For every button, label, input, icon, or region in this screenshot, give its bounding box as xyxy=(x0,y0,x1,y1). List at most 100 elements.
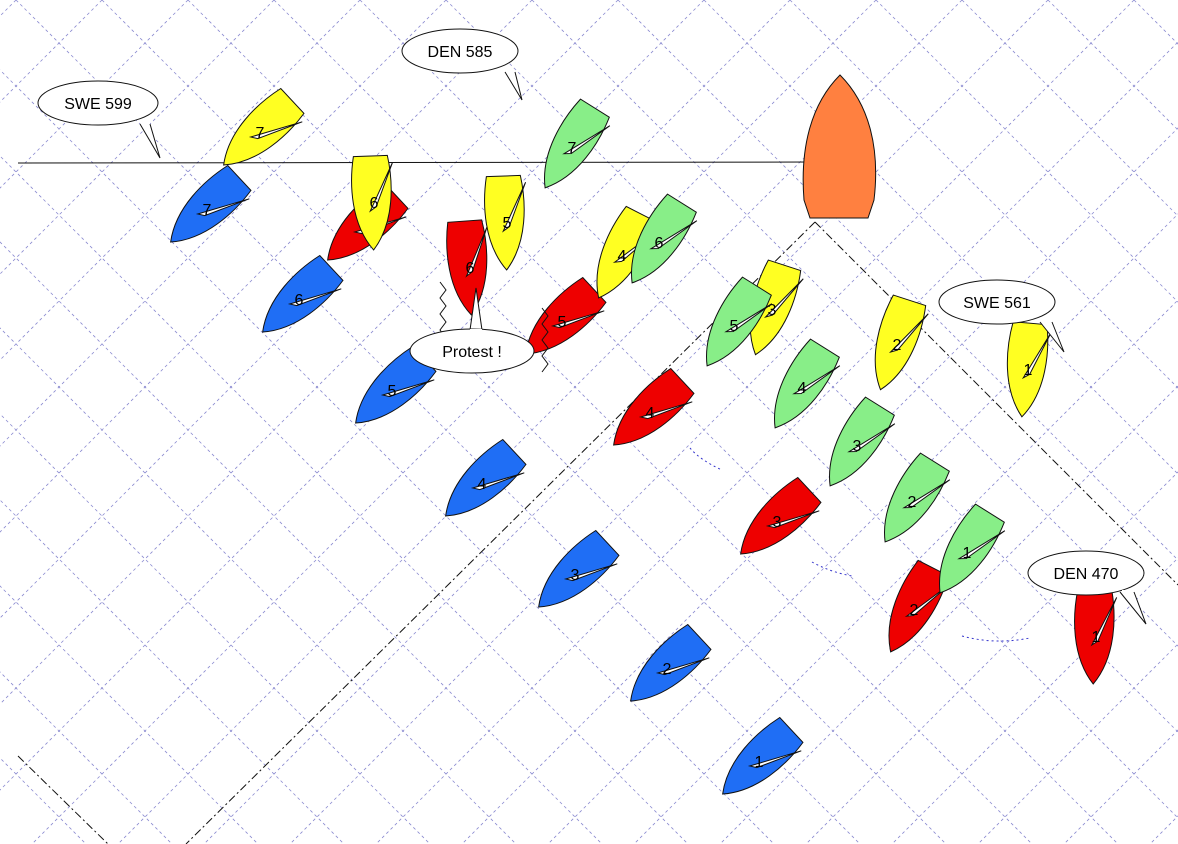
boat-hull xyxy=(223,87,305,166)
grid-line xyxy=(977,643,1178,844)
grid-line xyxy=(375,41,1178,844)
grid-line xyxy=(1133,0,1178,45)
boat-hull xyxy=(774,338,840,429)
boat-swe599-position-1 xyxy=(722,716,804,795)
grid-line xyxy=(0,0,791,791)
grid-line xyxy=(273,0,1119,844)
boat-swe561-position-6 xyxy=(351,154,394,251)
boat-swe599-position-3 xyxy=(538,529,620,608)
grid-line xyxy=(633,299,1178,844)
boat-sail xyxy=(649,220,698,250)
callout-swe599: SWE 599 xyxy=(37,80,161,159)
boat-sail xyxy=(763,278,804,318)
boat-position-label: 2 xyxy=(663,661,672,678)
grid-line xyxy=(0,241,603,844)
grid-line xyxy=(0,0,189,189)
boat-position-label: 3 xyxy=(768,302,777,319)
boats-layer: 1234567123456712345671234567 xyxy=(170,87,1118,795)
grid-line xyxy=(617,0,1178,561)
committee-boat-icon xyxy=(802,74,877,219)
boat-position-label: 5 xyxy=(388,383,397,400)
start-line xyxy=(17,161,816,164)
callout-den585-label: DEN 585 xyxy=(428,44,493,61)
boat-swe599-position-4 xyxy=(445,438,527,517)
callout-den470-label: DEN 470 xyxy=(1054,566,1119,583)
boat-sail xyxy=(563,563,618,582)
boat-sail xyxy=(195,198,250,217)
callout-protest-label: Protest ! xyxy=(442,344,502,361)
boat-position-label: 4 xyxy=(798,380,807,397)
grid-line xyxy=(359,0,1178,819)
boat-position-label: 1 xyxy=(1024,362,1033,379)
boat-position-label: 7 xyxy=(203,202,212,219)
protest-flag-icon xyxy=(439,281,447,339)
boat-hull xyxy=(722,716,804,795)
grid-line xyxy=(789,0,1178,389)
boat-position-label: 6 xyxy=(655,235,664,252)
boat-position-label: 2 xyxy=(908,494,917,511)
boat-den470-position-4 xyxy=(613,367,695,446)
boat-hull xyxy=(630,623,712,702)
grid-line xyxy=(0,413,431,844)
boat-hull xyxy=(445,438,527,517)
callout-protest: Protest ! xyxy=(409,287,535,374)
boat-position-label: 3 xyxy=(571,567,580,584)
boat-sail xyxy=(287,288,342,307)
boat-sail xyxy=(902,479,951,509)
grid-line xyxy=(31,0,877,844)
grid-line xyxy=(0,0,361,361)
boat-den585-position-5 xyxy=(706,276,773,367)
boat-tracks xyxy=(689,447,1031,642)
boat-sail xyxy=(465,226,488,278)
grid-line xyxy=(0,0,275,275)
boat-sail xyxy=(904,583,951,617)
boat-position-label: 3 xyxy=(773,514,782,531)
boat-sail xyxy=(1021,331,1052,380)
boat-sail xyxy=(638,401,693,420)
grid-line xyxy=(289,0,1135,844)
boat-sail xyxy=(550,310,605,329)
boat-den585-position-4 xyxy=(774,338,841,429)
boat-position-label: 4 xyxy=(618,248,627,265)
boat-swe561-position-5 xyxy=(484,174,527,271)
boat-swe599-position-2 xyxy=(630,623,712,702)
boat-hull xyxy=(538,529,620,608)
grid-line xyxy=(0,0,533,533)
grid-line xyxy=(961,0,1178,217)
course-lines xyxy=(17,161,1178,844)
boat-den470-position-2 xyxy=(888,559,951,653)
boat-den585-position-1 xyxy=(939,503,1006,594)
boat-sail xyxy=(248,121,303,140)
boat-position-label: 3 xyxy=(853,438,862,455)
boat-sail xyxy=(502,182,527,233)
boat-position-label: 1 xyxy=(1092,629,1101,646)
boat-sail xyxy=(888,313,929,353)
boat-position-label: 5 xyxy=(503,215,512,232)
boat-sail xyxy=(847,423,896,453)
boat-swe599-position-6 xyxy=(262,254,344,333)
grid-line xyxy=(1047,0,1178,131)
boat-den585-position-6 xyxy=(631,193,698,284)
left-layline xyxy=(17,755,109,844)
boat-den585-position-2 xyxy=(884,452,951,543)
boat-hull xyxy=(170,164,252,243)
boat-den585-position-3 xyxy=(829,396,896,487)
grid-line xyxy=(0,0,619,619)
boat-den585-position-7 xyxy=(544,98,611,189)
boat-sail xyxy=(957,530,1006,560)
boat-sail xyxy=(380,379,435,398)
protest-flags xyxy=(439,281,549,373)
boat-swe599-position-7 xyxy=(170,164,252,243)
callout-den585: DEN 585 xyxy=(401,28,523,101)
boat-den470-position-1 xyxy=(1074,589,1118,685)
boat-position-label: 5 xyxy=(730,318,739,335)
boat-hull xyxy=(740,476,822,555)
grid-line xyxy=(875,0,1178,303)
grid-line xyxy=(719,385,1178,844)
boat-position-label: 6 xyxy=(295,292,304,309)
boat-den470-position-3 xyxy=(740,476,822,555)
port-layline xyxy=(185,221,816,844)
grid-line xyxy=(0,69,775,844)
boat-hull xyxy=(939,503,1005,594)
boat-hull xyxy=(706,276,772,367)
